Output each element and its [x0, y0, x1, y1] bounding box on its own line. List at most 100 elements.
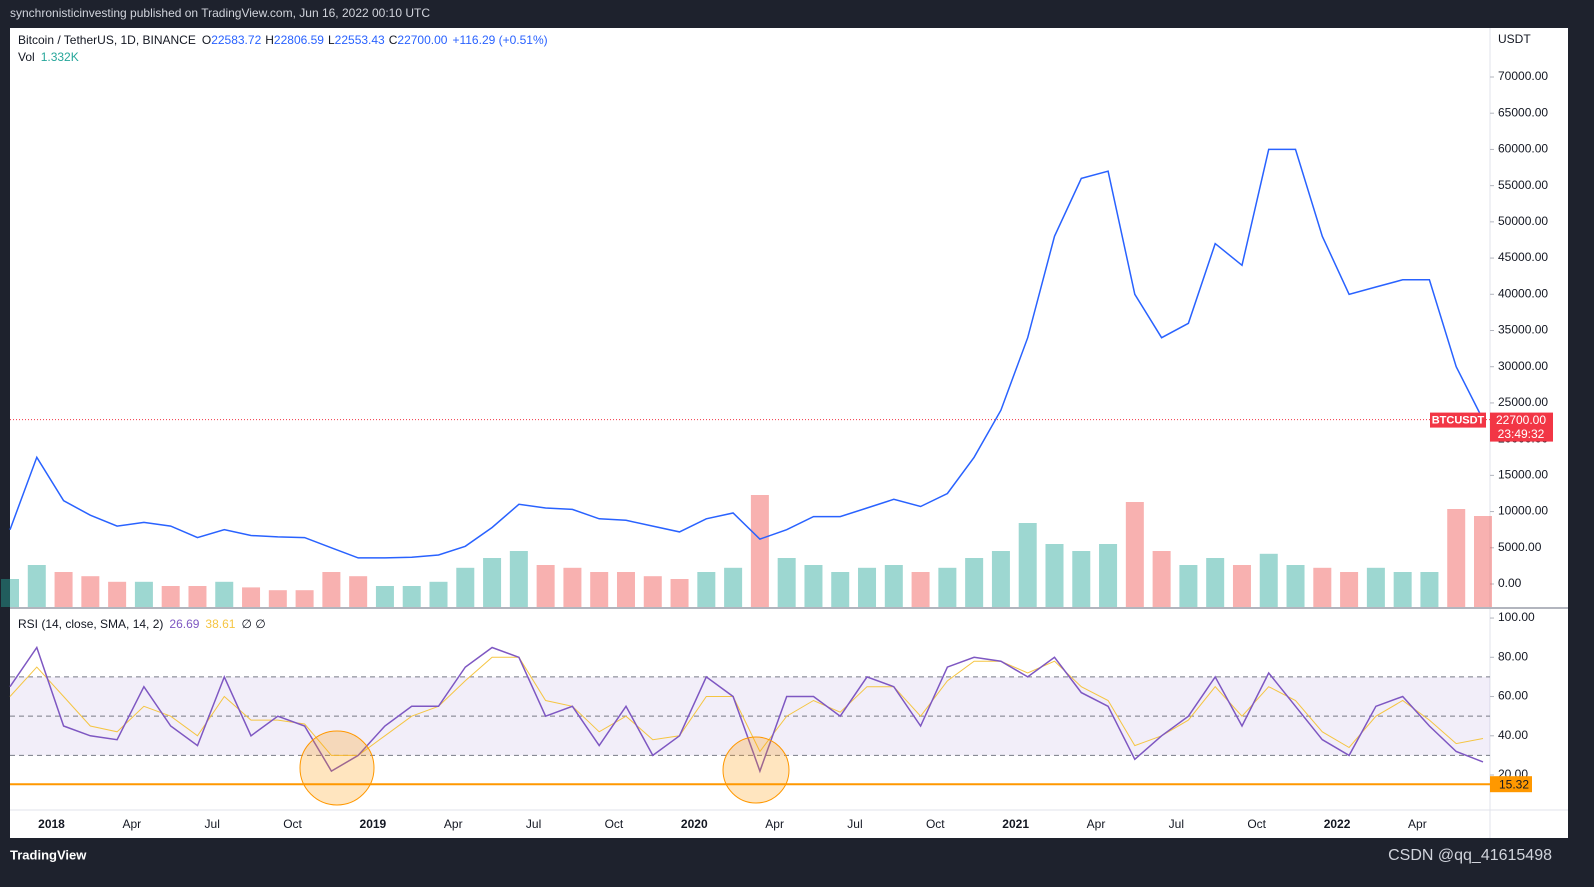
symbol: Bitcoin / TetherUS, 1D, BINANCE	[18, 33, 196, 47]
rsi-empty: ∅ ∅	[241, 617, 265, 631]
volume-bar	[295, 590, 314, 607]
highlight-circle	[299, 730, 375, 806]
x-tick-label: 2021	[1002, 817, 1029, 831]
volume-bar	[1072, 551, 1091, 607]
y-tick-label: 55000.00	[1498, 178, 1548, 192]
x-tick-label: 2019	[360, 817, 387, 831]
volume-bar	[134, 581, 153, 607]
vol-value: 1.332K	[41, 50, 79, 64]
volume-bar	[938, 567, 957, 607]
volume-bar	[215, 581, 234, 607]
volume-bar	[831, 572, 850, 607]
volume-bar	[1179, 565, 1198, 607]
highlight-circle	[722, 736, 790, 804]
x-tick-label: Oct	[605, 817, 624, 831]
volume-bar	[509, 551, 528, 607]
volume-bar	[456, 567, 475, 607]
y-tick-label: 5000.00	[1498, 540, 1542, 554]
x-tick-label: Oct	[926, 817, 945, 831]
volume-bar	[1018, 523, 1037, 607]
volume-bar	[1340, 572, 1359, 607]
ohlc-value: 22806.59	[274, 33, 324, 47]
volume-bar	[1206, 558, 1225, 607]
ohlc-value: 22583.72	[211, 33, 261, 47]
volume-bar	[991, 551, 1010, 607]
volume-bar	[563, 567, 582, 607]
chart-area	[10, 28, 1568, 838]
ohlc-key: C	[389, 33, 398, 47]
volume-bar	[858, 567, 877, 607]
y-tick-label: 25000.00	[1498, 395, 1548, 409]
volume-bar	[643, 576, 662, 607]
x-tick-label: 2018	[38, 817, 65, 831]
published-line: synchronisticinvesting published on Trad…	[10, 6, 430, 20]
volume-bar	[1045, 544, 1064, 607]
volume-bar	[375, 586, 394, 607]
y-tick-label: 10000.00	[1498, 504, 1548, 518]
volume-bar	[1, 579, 19, 607]
volume-bar	[804, 565, 823, 607]
level-badge-text: 15.32	[1499, 777, 1529, 791]
volume-bar	[242, 587, 261, 607]
price-line	[9, 148, 1484, 559]
volume-bar	[911, 572, 930, 607]
y-tick-label: 60000.00	[1498, 142, 1548, 156]
volume-bar	[1152, 551, 1171, 607]
ohlc-key: H	[265, 33, 274, 47]
x-tick-label: Apr	[1087, 817, 1106, 831]
x-tick-label: Jul	[847, 817, 862, 831]
volume-bar	[188, 586, 207, 607]
x-tick-label: Apr	[1408, 817, 1427, 831]
watermark: CSDN @qq_41615498	[1388, 847, 1552, 864]
volume-bar	[724, 567, 743, 607]
rsi-tick-label: 60.00	[1498, 689, 1528, 703]
volume-bar	[884, 565, 903, 607]
y-tick-label: 70000.00	[1498, 69, 1548, 83]
volume-bar	[322, 572, 341, 607]
x-tick-label: Oct	[1247, 817, 1266, 831]
y-tick-label: 50000.00	[1498, 214, 1548, 228]
change: +116.29 (+0.51%)	[452, 33, 547, 47]
x-tick-label: 2022	[1324, 817, 1351, 831]
rsi-tick-label: 40.00	[1498, 728, 1528, 742]
volume-bar	[161, 586, 180, 607]
volume-bar	[483, 558, 502, 607]
volume-bar	[1447, 509, 1466, 607]
price-badge	[1490, 412, 1553, 442]
rsi-tick-label: 100.00	[1498, 610, 1535, 624]
volume-bar	[536, 565, 555, 607]
volume-bar	[750, 495, 769, 607]
x-tick-label: Oct	[283, 817, 302, 831]
volume-bar	[1366, 567, 1385, 607]
x-tick-label: Apr	[765, 817, 784, 831]
volume-bar	[1232, 565, 1251, 607]
logo: TradingView	[10, 847, 87, 862]
volume-bar	[54, 572, 73, 607]
rsi-value: 26.69	[169, 617, 199, 631]
x-tick-label: 2020	[681, 817, 708, 831]
y-tick-label: 30000.00	[1498, 359, 1548, 373]
symbol-badge-text: BTCUSDT	[1432, 414, 1485, 426]
volume-bar	[1099, 544, 1118, 607]
x-tick-label: Apr	[123, 817, 142, 831]
volume-bar	[777, 558, 796, 607]
volume-bar	[108, 581, 127, 607]
ohlc-key: L	[328, 33, 335, 47]
x-tick-label: Jul	[1169, 817, 1184, 831]
price-badge-text: 22700.00	[1496, 413, 1546, 427]
volume-bar	[670, 579, 689, 607]
y-tick-label: 0.00	[1498, 576, 1522, 590]
level-badge	[1490, 776, 1532, 793]
y-tick-label: 40000.00	[1498, 286, 1548, 300]
volume-bar	[1259, 553, 1278, 607]
volume-bar	[429, 581, 448, 607]
vol-name: Vol	[18, 50, 35, 64]
volume-bar	[616, 572, 635, 607]
rsi-sma-value: 38.61	[205, 617, 235, 631]
rsi-sma-line	[9, 656, 1484, 756]
volume-bar	[1474, 516, 1492, 607]
volume-legend: Vol 1.332K	[18, 50, 79, 64]
rsi-tick-label: 80.00	[1498, 649, 1528, 663]
volume-bar	[27, 565, 46, 607]
